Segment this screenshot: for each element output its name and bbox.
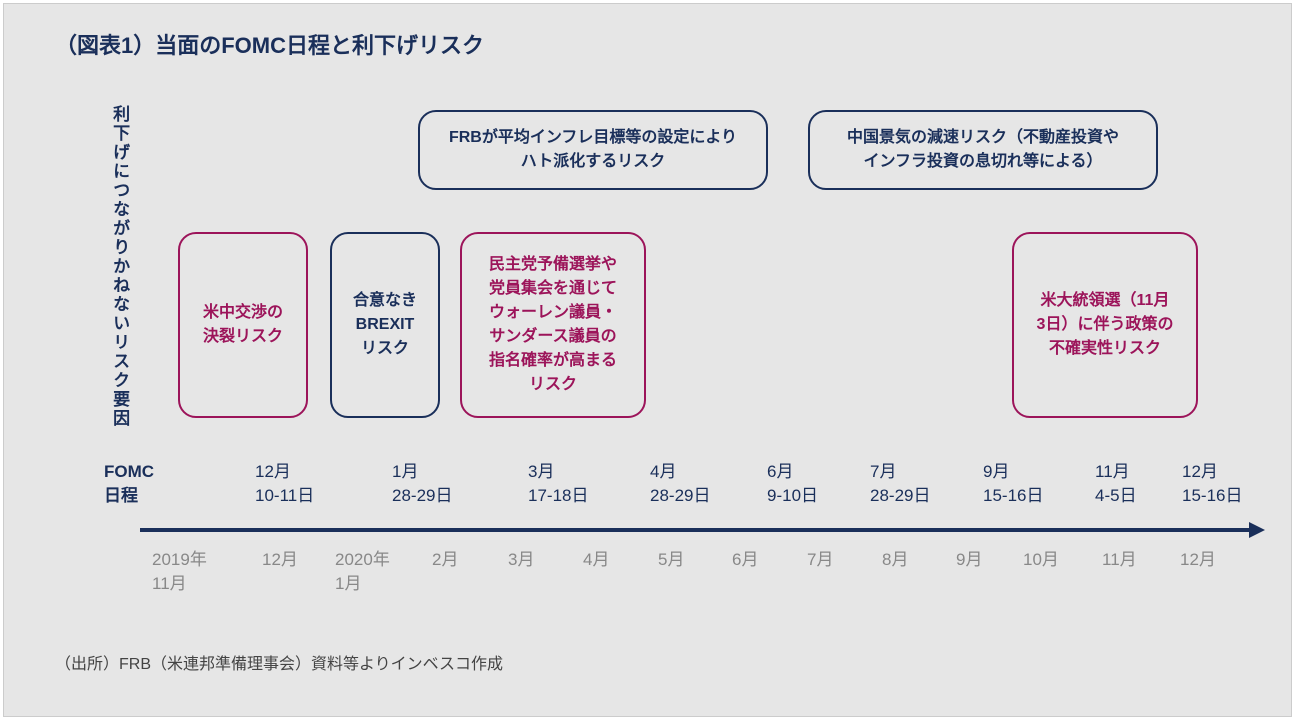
month-label: 3月 (508, 548, 534, 572)
us-china-talks-risk: 米中交渉の決裂リスク (178, 232, 308, 418)
fomc-date: 12月10-11日 (255, 460, 314, 508)
month-label: 12月 (1180, 548, 1216, 572)
month-label: 2月 (432, 548, 458, 572)
month-label: 10月 (1023, 548, 1059, 572)
month-label: 4月 (583, 548, 609, 572)
month-label: 8月 (882, 548, 908, 572)
frb-inflation-risk: FRBが平均インフレ目標等の設定によりハト派化するリスク (418, 110, 768, 190)
fomc-schedule-label: FOMC日程 (104, 460, 154, 508)
chart-title: （図表1）当面のFOMC日程と利下げリスク (55, 28, 484, 60)
fomc-date: 12月15-16日 (1182, 460, 1242, 508)
month-label: 9月 (956, 548, 982, 572)
fomc-date: 1月28-29日 (392, 460, 452, 508)
month-label: 7月 (807, 548, 833, 572)
us-election-risk: 米大統領選（11月3日）に伴う政策の不確実性リスク (1012, 232, 1198, 418)
fomc-date: 3月17-18日 (528, 460, 588, 508)
month-label: 5月 (658, 548, 684, 572)
china-slowdown-risk: 中国景気の減速リスク（不動産投資やインフラ投資の息切れ等による） (808, 110, 1158, 190)
fomc-date: 6月9-10日 (767, 460, 818, 508)
yaxis-label: 利下げにつながりかねないリスク要因 (108, 105, 130, 428)
fomc-date: 11月4-5日 (1095, 460, 1137, 508)
month-label: 2020年 1月 (335, 548, 390, 596)
fomc-date: 7月28-29日 (870, 460, 930, 508)
fomc-date: 4月28-29日 (650, 460, 710, 508)
brexit-risk: 合意なきBREXITリスク (330, 232, 440, 418)
source-note: （出所）FRB（米連邦準備理事会）資料等よりインベスコ作成 (55, 650, 503, 674)
dem-primary-risk: 民主党予備選挙や党員集会を通じてウォーレン議員・サンダース議員の指名確率が高まる… (460, 232, 646, 418)
month-label: 6月 (732, 548, 758, 572)
fomc-date: 9月15-16日 (983, 460, 1043, 508)
month-label: 2019年 11月 (152, 548, 207, 596)
month-label: 11月 (1102, 548, 1137, 572)
month-label: 12月 (262, 548, 298, 572)
